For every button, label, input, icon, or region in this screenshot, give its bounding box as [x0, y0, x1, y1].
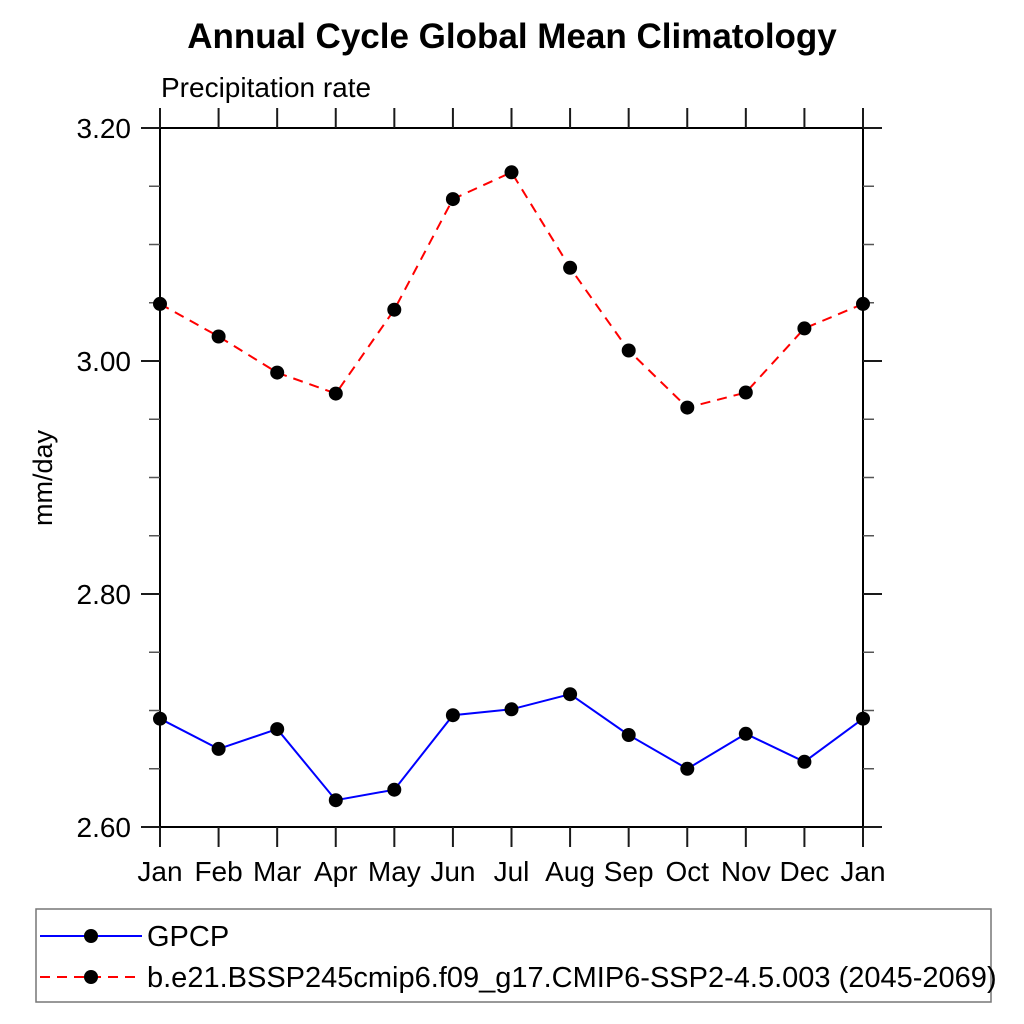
- x-tick-label: Apr: [314, 856, 358, 887]
- data-point-marker: [621, 728, 636, 742]
- y-tick-label: 3.00: [77, 346, 132, 377]
- data-point-marker: [856, 296, 870, 311]
- legend-model-marker-icon: [84, 970, 98, 984]
- y-tick-label: 2.80: [77, 579, 132, 610]
- data-point-marker: [797, 321, 812, 336]
- data-series: [153, 165, 870, 808]
- data-point-marker: [504, 702, 519, 717]
- x-tick-label: Feb: [194, 856, 242, 887]
- data-point-marker: [387, 302, 402, 317]
- data-point-marker: [211, 329, 226, 344]
- data-point-marker: [563, 260, 578, 275]
- data-point-marker: [680, 761, 695, 776]
- model-series-line: [159, 171, 864, 409]
- data-point-marker: [270, 365, 285, 380]
- x-tick-label: Jan: [840, 856, 885, 887]
- data-point-marker: [328, 793, 343, 808]
- data-point-marker: [211, 741, 226, 756]
- data-point-marker: [153, 296, 167, 311]
- data-point-marker: [797, 754, 812, 769]
- data-point-marker: [504, 165, 519, 180]
- data-point-marker: [328, 386, 343, 401]
- legend: GPCP b.e21.BSSP245cmip6.f09_g17.CMIP6-SS…: [35, 908, 997, 1003]
- y-tick-label: 3.20: [77, 113, 132, 144]
- data-point-marker: [856, 711, 870, 726]
- data-point-marker: [445, 192, 460, 207]
- data-point-marker: [680, 400, 695, 415]
- legend-gpcp-label: GPCP: [147, 921, 229, 953]
- x-tick-label: Sep: [604, 856, 654, 887]
- data-point-marker: [738, 726, 753, 741]
- x-tick-label: Dec: [780, 856, 830, 887]
- data-point-marker: [445, 708, 460, 723]
- x-tick-label: May: [368, 856, 421, 887]
- x-tick-label: Nov: [721, 856, 771, 887]
- data-point-marker: [738, 385, 753, 400]
- y-axis-label: mm/day: [28, 429, 58, 526]
- legend-box: [35, 908, 992, 1003]
- legend-model-label: b.e21.BSSP245cmip6.f09_g17.CMIP6-SSP2-4.…: [147, 962, 997, 994]
- data-point-marker: [153, 711, 167, 726]
- x-tick-label: Mar: [253, 856, 301, 887]
- x-tick-label: Jan: [137, 856, 182, 887]
- data-point-marker: [563, 687, 578, 702]
- chart-title: Annual Cycle Global Mean Climatology: [187, 17, 837, 56]
- data-point-marker: [621, 343, 636, 358]
- legend-gpcp-marker-icon: [84, 929, 98, 943]
- chart-subtitle: Precipitation rate: [161, 72, 371, 103]
- x-tick-label: Jun: [430, 856, 475, 887]
- x-tick-label: Oct: [665, 856, 709, 887]
- plot-border: [159, 127, 864, 828]
- data-point-marker: [387, 782, 402, 797]
- x-tick-label: Aug: [545, 856, 595, 887]
- x-tick-label: Jul: [494, 856, 530, 887]
- y-tick-label: 2.60: [77, 812, 132, 843]
- data-point-marker: [270, 722, 285, 737]
